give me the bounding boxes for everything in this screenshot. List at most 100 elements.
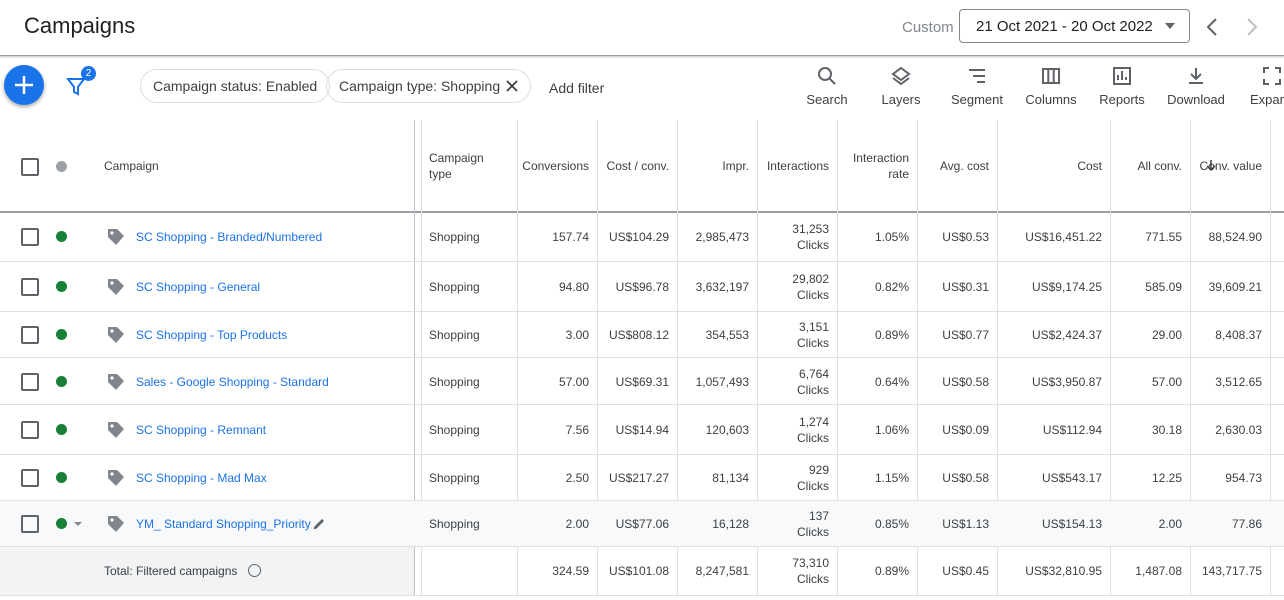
header-checkbox[interactable] [21, 158, 39, 176]
total-cell: 324.59 [552, 564, 589, 578]
table-cell: 2,985,473 [695, 230, 749, 244]
tool-button[interactable]: Reports [1082, 66, 1162, 107]
status-dot [56, 231, 67, 242]
tool-button[interactable]: Layers [861, 66, 941, 107]
prev-button[interactable] [1205, 17, 1219, 37]
tool-icon [1263, 67, 1281, 85]
tool-button[interactable]: Expand [1232, 66, 1284, 107]
interactions-value: 73,310 [792, 556, 829, 570]
campaign-name[interactable]: SC Shopping - General [136, 280, 261, 294]
row-line [0, 500, 1284, 501]
column-header[interactable]: Impr. [722, 159, 749, 173]
status-dot [56, 472, 67, 483]
add-button[interactable] [4, 65, 44, 105]
interactions-unit: Clicks [797, 288, 829, 302]
help-icon[interactable] [248, 564, 261, 577]
tool-button[interactable]: Search [787, 66, 867, 107]
table-cell: 0.85% [874, 517, 909, 531]
row-checkbox[interactable] [21, 278, 39, 296]
table-cell: 0.89% [874, 328, 909, 342]
campaign-name[interactable]: SC Shopping - Mad Max [136, 471, 267, 485]
shopping-icon [108, 229, 124, 245]
column-header[interactable]: Avg. cost [939, 159, 989, 173]
tool-button[interactable]: Segment [937, 66, 1017, 107]
page-title: Campaigns [24, 13, 136, 38]
table-cell: Shopping [429, 328, 480, 342]
table-cell: US$0.77 [942, 328, 989, 342]
table-cell: 77.86 [1231, 517, 1262, 531]
status-dot [56, 424, 67, 435]
row-checkbox[interactable] [21, 372, 39, 391]
table-cell: 354,553 [705, 328, 749, 342]
interactions-value: 29,802 [792, 272, 829, 286]
row-extras [74, 522, 82, 526]
table-cell: 3,632,197 [695, 280, 749, 294]
table-cell: US$16,451.22 [1025, 230, 1102, 244]
sort-arrow [1206, 160, 1216, 172]
tool-button[interactable]: Download [1156, 66, 1236, 107]
row-checkbox[interactable] [21, 469, 39, 487]
row-line [0, 261, 1284, 262]
edit-icon[interactable] [312, 517, 326, 531]
tool-button[interactable]: Columns [1011, 66, 1091, 107]
row-checkbox[interactable] [21, 326, 39, 344]
tool-icon [891, 66, 911, 86]
table-cell: US$69.31 [615, 374, 669, 389]
row-checkbox[interactable] [21, 228, 39, 246]
column-header[interactable]: Campaign [104, 159, 159, 173]
shopping-icon [108, 373, 124, 390]
tool-label: Layers [881, 92, 921, 107]
dropdown-arrow [1165, 23, 1175, 29]
row-checkbox[interactable] [21, 515, 39, 533]
tool-label: Search [806, 92, 848, 107]
filter-chip[interactable]: Campaign status: Enabled [140, 69, 331, 103]
campaign-name[interactable]: SC Shopping - Remnant [136, 423, 267, 437]
chip-remove[interactable] [506, 80, 518, 92]
table-cell: 2.00 [1158, 517, 1182, 531]
table-cell: Shopping [429, 280, 480, 294]
column-header[interactable]: Interaction rate [852, 151, 909, 181]
campaign-name[interactable]: Sales - Google Shopping - Standard [136, 374, 329, 389]
add-filter[interactable]: Add filter [549, 80, 605, 96]
date-picker[interactable]: 21 Oct 2021 - 20 Oct 2022 [959, 9, 1190, 43]
campaign-name[interactable]: SC Shopping - Top Products [136, 328, 288, 342]
table-cell: 39,609.21 [1208, 280, 1262, 294]
tool-label: Columns [1025, 92, 1077, 107]
table-cell: 16,128 [712, 517, 749, 531]
column-header[interactable]: Cost [1077, 159, 1102, 173]
column-header[interactable]: Conversions [522, 159, 589, 173]
filter-chip[interactable]: Campaign type: Shopping [326, 69, 532, 103]
tool-label: Download [1167, 92, 1225, 107]
table-cell: Shopping [429, 423, 480, 437]
total-cell: US$0.45 [942, 564, 989, 578]
campaign-name[interactable]: YM_ Standard Shopping_Priority [136, 517, 311, 531]
table-cell: 0.82% [874, 280, 909, 294]
plus-icon [15, 76, 33, 94]
table-cell: 120,603 [705, 423, 749, 437]
total-cell: US$101.08 [608, 564, 669, 578]
tool-label: Reports [1099, 92, 1145, 107]
total-cell: 1,487.08 [1135, 564, 1182, 578]
column-header[interactable]: Cost / conv. [606, 159, 669, 173]
campaign-name[interactable]: SC Shopping - Branded/Numbered [136, 230, 323, 244]
column-header[interactable]: Conv. value [1199, 159, 1262, 173]
table-cell: US$0.31 [942, 280, 989, 294]
status-dot [56, 375, 67, 387]
table-bottom-line [0, 595, 1284, 596]
interactions-unit: Clicks [797, 238, 829, 252]
total-row-bg [0, 547, 414, 595]
total-cell: 0.89% [874, 564, 909, 578]
next-button[interactable] [1245, 17, 1259, 37]
column-header[interactable]: All conv. [1137, 159, 1182, 173]
table-cell: US$104.29 [608, 230, 669, 244]
table-cell: Shopping [429, 374, 480, 389]
table-cell: 1,057,493 [695, 374, 749, 389]
column-header[interactable]: Interactions [766, 159, 829, 173]
column-header[interactable]: Campaign type [429, 151, 484, 181]
table-cell: 3,512.65 [1215, 374, 1262, 389]
table-cell: US$217.27 [608, 471, 669, 485]
row-checkbox[interactable] [21, 421, 39, 439]
interactions-value: 31,253 [792, 222, 829, 236]
table-cell: 0.64% [874, 374, 909, 389]
top-bar: Campaigns Custom 21 Oct 2021 - 20 Oct 20… [0, 0, 1284, 56]
